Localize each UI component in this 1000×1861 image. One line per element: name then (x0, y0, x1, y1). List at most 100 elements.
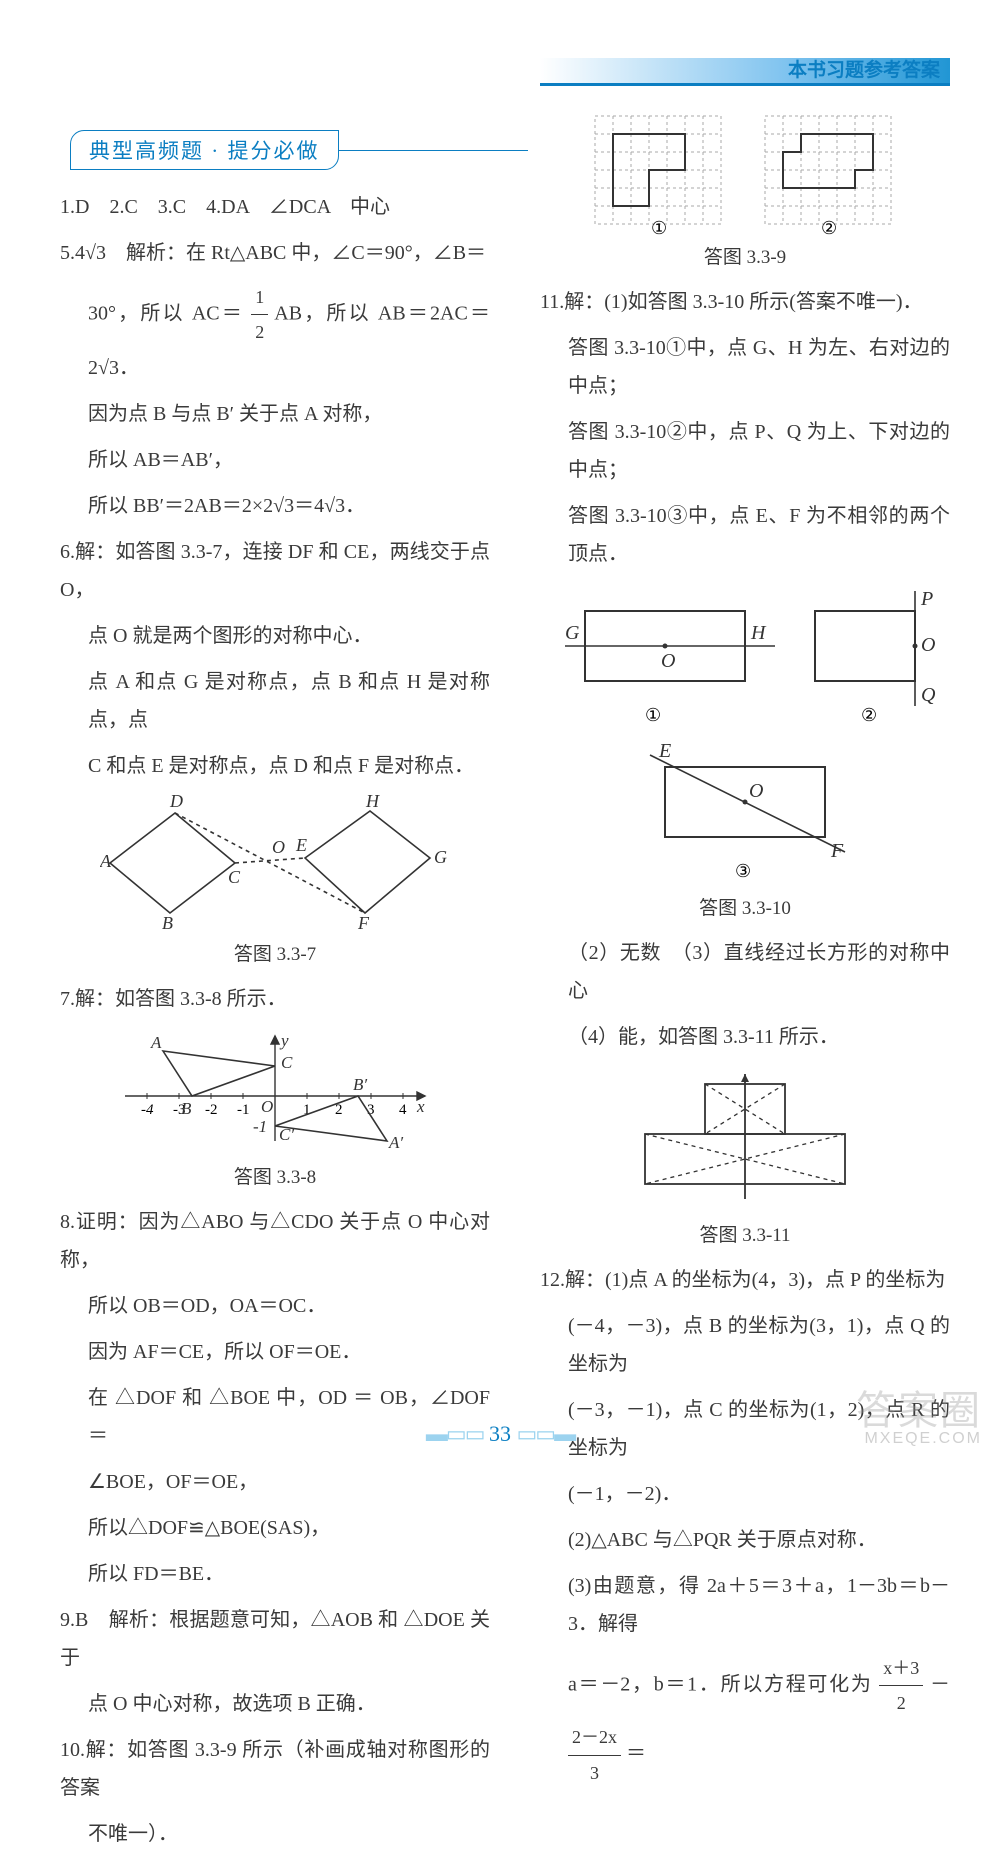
svg-text:G: G (434, 847, 447, 867)
ans-9-a: 9.B 解析：根据题意可知，△AOB 和 △DOE 关于 (60, 1601, 490, 1677)
svg-text:-4: -4 (141, 1102, 154, 1118)
svg-text:B′: B′ (353, 1075, 367, 1094)
left-column: 1.D 2.C 3.C 4.DA ∠DCA 中心 5.4√3 解析：在 Rt△A… (60, 180, 490, 1861)
svg-text:O: O (921, 634, 935, 656)
num: 2－2x (568, 1720, 621, 1755)
ans-6-c: 点 A 和点 G 是对称点，点 B 和点 H 是对称点，点 (60, 663, 490, 739)
den: 3 (568, 1756, 621, 1790)
ans-1-4: 1.D 2.C 3.C 4.DA ∠DCA 中心 (60, 188, 490, 226)
ans-5-d: 所以 AB＝AB′， (60, 441, 490, 479)
figure-3-3-8: -4 -3 -2 -1 1 2 3 4 ABC A′B′C′ Oxy -1 (115, 1026, 435, 1156)
den: 2 (879, 1686, 923, 1720)
ans-12-d: (－1，－2)． (540, 1475, 950, 1513)
figure-3-3-10-bottom: E F O ③ (625, 737, 865, 887)
svg-text:O: O (661, 650, 675, 672)
svg-text:H: H (365, 793, 380, 811)
svg-text:-2: -2 (205, 1102, 218, 1118)
txt: ＝ (626, 1743, 646, 1765)
ans-9-b: 点 O 中心对称，故选项 B 正确． (60, 1685, 490, 1723)
ans-7: 7.解：如答图 3.3-8 所示． (60, 980, 490, 1018)
caption-3-3-10: 答图 3.3-10 (540, 893, 950, 920)
figure-3-3-10-top: G H O ① P Q O ② (545, 581, 945, 731)
svg-text:P: P (920, 588, 933, 610)
caption-3-3-8: 答图 3.3-8 (60, 1162, 490, 1189)
svg-text:G: G (565, 622, 580, 644)
svg-text:A: A (100, 851, 112, 871)
ans-11-c: 答图 3.3-10②中，点 P、Q 为上、下对边的中点； (540, 413, 950, 489)
svg-text:Q: Q (921, 684, 936, 706)
svg-text:A′: A′ (388, 1133, 403, 1152)
svg-text:-1: -1 (253, 1117, 267, 1136)
caption-3-3-11: 答图 3.3-11 (540, 1220, 950, 1247)
caption-3-3-9: 答图 3.3-9 (540, 242, 950, 269)
svg-text:O: O (261, 1097, 273, 1116)
svg-text:F: F (357, 913, 370, 933)
svg-text:E: E (295, 835, 307, 855)
ans-11-b: 答图 3.3-10①中，点 G、H 为左、右对边的中点； (540, 329, 950, 405)
ans-10-b: 不唯一）． (60, 1815, 490, 1853)
deco-icon: ▭▭▬ (517, 1421, 575, 1446)
ans-12-g: a＝－2，b＝1．所以方程可化为 x＋3 2 － 2－2x 3 ＝ (540, 1651, 950, 1790)
ans-8-g: 所以 FD＝BE． (60, 1555, 490, 1593)
ans-11-d: 答图 3.3-10③中，点 E、F 为不相邻的两个顶点． (540, 497, 950, 573)
frac-2: 2－2x 3 (568, 1720, 621, 1789)
header-title: 本书习题参考答案 (540, 58, 950, 86)
fig339-label-2: ② (821, 218, 837, 236)
ans-8-c: 因为 AF＝CE，所以 OF＝OE． (60, 1333, 490, 1371)
txt: 30°，所以 AC＝ (88, 302, 244, 324)
svg-text:②: ② (861, 705, 877, 725)
svg-text:O: O (749, 780, 763, 802)
frac-1: x＋3 2 (879, 1651, 923, 1720)
ans-11-a: 11.解：(1)如答图 3.3-10 所示(答案不唯一)． (540, 283, 950, 321)
figure-3-3-7: A B C D E F G H O (100, 793, 450, 933)
right-column: ① ② 答图 3.3-9 11.解：(1)如答图 3.3-10 所示(答案不唯一… (540, 100, 950, 1798)
ans-5-e: 所以 BB′＝2AB＝2×2√3＝4√3． (60, 487, 490, 525)
fig339-label-1: ① (651, 218, 667, 236)
svg-text:x: x (416, 1097, 425, 1116)
svg-text:B: B (162, 913, 173, 933)
ans-5-a: 5.4√3 解析：在 Rt△ABC 中，∠C＝90°，∠B＝ (60, 234, 490, 272)
svg-text:①: ① (645, 705, 661, 725)
ans-6-b: 点 O 就是两个图形的对称中心． (60, 617, 490, 655)
svg-text:C: C (281, 1053, 293, 1072)
ans-8-a: 8.证明：因为△ABO 与△CDO 关于点 O 中心对称， (60, 1203, 490, 1279)
ans-8-b: 所以 OB＝OD，OA＝OC． (60, 1287, 490, 1325)
svg-text:y: y (279, 1031, 289, 1050)
ans-6-a: 6.解：如答图 3.3-7，连接 DF 和 CE，两线交于点 O， (60, 533, 490, 609)
frac-half: 12 (251, 280, 268, 349)
ans-5-c: 因为点 B 与点 B′ 关于点 A 对称， (60, 395, 490, 433)
watermark-text: 答案圈 (856, 1389, 982, 1433)
ans-11-f: （4）能，如答图 3.3-11 所示． (540, 1018, 950, 1056)
svg-text:C′: C′ (279, 1125, 294, 1144)
watermark-url: MXEQE.COM (856, 1431, 982, 1447)
ans-10-a: 10.解：如答图 3.3-9 所示（补画成轴对称图形的答案 (60, 1731, 490, 1807)
ans-12-a: 12.解：(1)点 A 的坐标为(4，3)，点 P 的坐标为 (540, 1261, 950, 1299)
ans-11-e: （2）无数 （3）直线经过长方形的对称中心 (540, 934, 950, 1010)
watermark: 答案圈 MXEQE.COM (856, 1391, 982, 1447)
svg-text:H: H (750, 622, 767, 644)
ans-5-b: 30°，所以 AC＝ 12 AB，所以 AB＝2AC＝2√3． (60, 280, 490, 387)
svg-text:-1: -1 (237, 1102, 250, 1118)
svg-text:F: F (830, 840, 844, 862)
ans-12-f: (3)由题意，得 2a＋5＝3＋a，1－3b＝b－3．解得 (540, 1567, 950, 1643)
caption-3-3-7: 答图 3.3-7 (60, 939, 490, 966)
svg-text:③: ③ (735, 861, 751, 881)
txt: － (930, 1673, 950, 1695)
figure-3-3-11 (615, 1064, 875, 1214)
svg-text:E: E (658, 740, 671, 762)
svg-text:O: O (272, 837, 285, 857)
svg-text:D: D (169, 793, 183, 811)
page-num: 33 (489, 1421, 511, 1446)
page-number: ▬▭▭ 33 ▭▭▬ (0, 1421, 1000, 1447)
ans-8-e: ∠BOE，OF＝OE， (60, 1463, 490, 1501)
svg-text:C: C (228, 867, 241, 887)
section-tab: 典型高频题 · 提分必做 (70, 130, 339, 170)
ans-6-d: C 和点 E 是对称点，点 D 和点 F 是对称点． (60, 747, 490, 785)
svg-text:4: 4 (399, 1102, 407, 1118)
ans-12-e: (2)△ABC 与△PQR 关于原点对称． (540, 1521, 950, 1559)
ans-8-f: 所以△DOF≌△BOE(SAS)， (60, 1509, 490, 1547)
txt: a＝－2，b＝1．所以方程可化为 (568, 1673, 873, 1695)
ans-12-b: (－4，－3)，点 B 的坐标为(3，1)，点 Q 的坐标为 (540, 1307, 950, 1383)
figure-3-3-9: ① ② (565, 106, 925, 236)
deco-icon: ▬▭▭ (426, 1421, 484, 1446)
